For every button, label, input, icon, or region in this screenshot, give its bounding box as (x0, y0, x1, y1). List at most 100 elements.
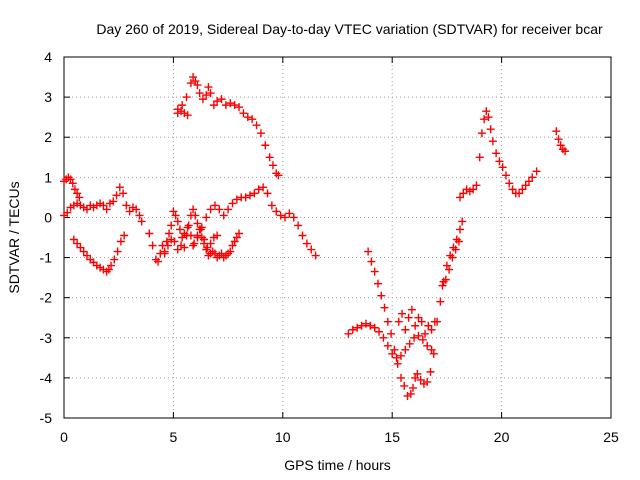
data-point-marker (122, 201, 131, 210)
data-point-marker (348, 325, 357, 334)
data-point-marker (377, 291, 386, 300)
data-point-marker (226, 99, 235, 108)
data-point-marker (221, 101, 230, 110)
data-point-marker (68, 179, 77, 188)
y-tick-label: -3 (40, 330, 53, 346)
data-point-marker (294, 221, 303, 230)
data-point-marker (193, 231, 202, 240)
data-point-marker (302, 239, 311, 248)
data-point-marker (213, 97, 222, 106)
chart-title: Day 260 of 2019, Sidereal Day-to-day VTE… (96, 21, 603, 37)
data-point-marker (458, 217, 467, 226)
data-point-marker (261, 141, 270, 150)
data-point-marker (171, 211, 180, 220)
x-tick-label: 20 (494, 429, 510, 445)
data-point-marker (113, 247, 122, 256)
data-point-marker (165, 229, 174, 238)
data-point-marker (256, 129, 265, 138)
y-tick-label: -5 (40, 410, 53, 426)
data-point-marker (272, 207, 281, 216)
data-point-marker (274, 171, 283, 180)
data-point-marker (411, 321, 420, 330)
data-point-marker (492, 149, 501, 158)
data-point-marker (390, 345, 399, 354)
data-point-marker (413, 369, 422, 378)
series-arc-e (160, 223, 222, 258)
data-point-marker (104, 265, 113, 274)
data-point-marker (116, 237, 125, 246)
x-axis-label: GPS time / hours (284, 457, 391, 473)
data-point-marker (235, 229, 244, 238)
data-point-marker (498, 163, 507, 172)
data-point-marker (175, 225, 184, 234)
data-point-marker (438, 281, 447, 290)
data-point-marker (418, 335, 427, 344)
data-point-marker (169, 207, 178, 216)
data-point-marker (524, 177, 533, 186)
data-point-marker (388, 349, 397, 358)
data-point-marker (268, 161, 277, 170)
data-point-marker (99, 201, 108, 210)
data-point-marker (357, 321, 366, 330)
data-point-marker (204, 83, 213, 92)
x-tick-label: 0 (60, 429, 68, 445)
data-point-marker (186, 79, 195, 88)
data-point-marker (475, 153, 484, 162)
data-point-marker (183, 223, 192, 232)
series-arc-k (394, 305, 439, 338)
data-point-marker (213, 231, 222, 240)
data-point-marker (414, 313, 423, 322)
series-arc-m (456, 107, 541, 202)
data-point-marker (252, 121, 261, 130)
data-point-marker (102, 205, 111, 214)
data-point-marker (451, 245, 460, 254)
data-point-marker (387, 329, 396, 338)
data-point-marker (417, 317, 426, 326)
data-point-marker (427, 345, 436, 354)
data-point-marker (235, 103, 244, 112)
data-point-marker (353, 323, 362, 332)
data-point-marker (119, 189, 128, 198)
data-point-marker (456, 193, 465, 202)
series-arc-b (60, 173, 84, 202)
data-point-marker (392, 353, 401, 362)
data-point-marker (404, 313, 413, 322)
data-point-marker (120, 231, 129, 240)
data-point-marker (383, 317, 392, 326)
data-point-marker (484, 113, 493, 122)
data-point-marker (82, 205, 91, 214)
data-point-marker (380, 303, 389, 312)
data-point-marker (307, 245, 316, 254)
data-point-marker (448, 253, 457, 262)
x-tick-label: 10 (275, 429, 291, 445)
data-point-marker (561, 147, 570, 156)
data-point-marker (401, 345, 410, 354)
data-point-marker (521, 181, 530, 190)
y-axis-label: SDTVAR / TECUs (6, 181, 22, 293)
data-point-marker (426, 367, 435, 376)
data-point-marker (423, 341, 432, 350)
data-point-marker (454, 237, 463, 246)
y-tick-label: -2 (40, 290, 53, 306)
data-point-marker (243, 113, 252, 122)
data-point-marker (480, 115, 489, 124)
data-point-marker (423, 377, 432, 386)
data-point-marker (79, 247, 88, 256)
data-point-marker (477, 129, 486, 138)
axes-layer (63, 56, 612, 419)
data-point-marker (206, 205, 215, 214)
data-point-marker (556, 141, 565, 150)
data-point-marker (63, 208, 72, 217)
data-point-marker (224, 205, 233, 214)
data-point-marker (276, 211, 285, 220)
x-tick-label: 25 (603, 429, 619, 445)
data-point-marker (416, 375, 425, 384)
data-point-marker (393, 359, 402, 368)
data-point-marker (206, 89, 215, 98)
data-point-marker (421, 329, 430, 338)
data-point-marker (361, 319, 370, 328)
data-point-marker (189, 241, 198, 250)
data-point-marker (515, 189, 524, 198)
data-point-marker (230, 237, 239, 246)
